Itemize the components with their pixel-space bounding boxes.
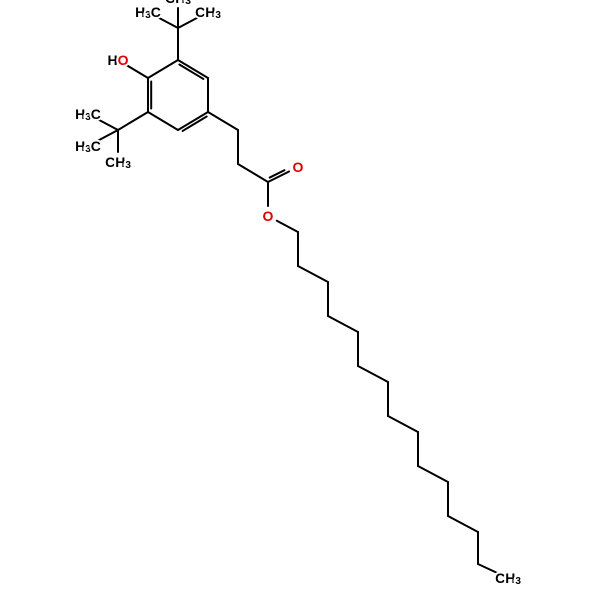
atom-label: O bbox=[293, 159, 304, 175]
canvas-background bbox=[0, 0, 600, 600]
molecule-diagram: H3CCH3CH3HOH3CH3CCH3OOCH3 bbox=[0, 0, 600, 600]
atom-label: CH3 bbox=[165, 0, 191, 7]
atom-label: O bbox=[263, 208, 274, 224]
atom-label: HO bbox=[107, 52, 128, 68]
